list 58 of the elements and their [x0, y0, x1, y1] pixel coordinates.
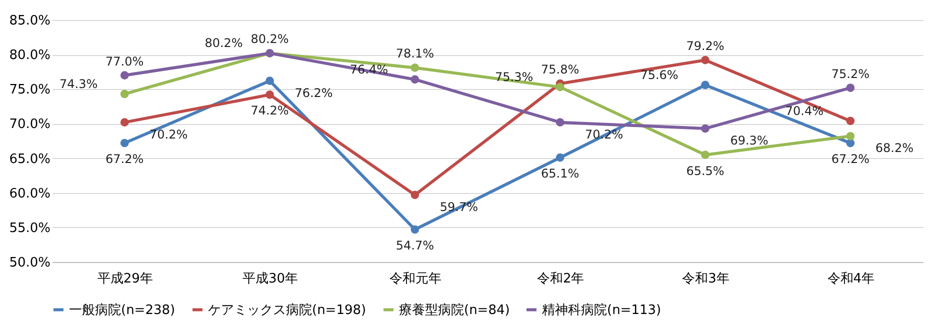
- data-label: 80.2%: [204, 36, 243, 50]
- data-label: 79.2%: [686, 39, 724, 54]
- data-label: 80.2%: [250, 32, 289, 46]
- y-tick-label: 65.0%: [9, 152, 50, 167]
- point: [410, 75, 420, 84]
- y-tick-label: 75.0%: [9, 82, 50, 98]
- data-label: 75.8%: [541, 62, 580, 77]
- point: [701, 56, 710, 64]
- point: [410, 64, 420, 72]
- data-label: 75.2%: [831, 66, 870, 81]
- point: [266, 90, 274, 99]
- y-tick-label: 50.0%: [9, 256, 50, 270]
- y-tick-label: 60.0%: [9, 186, 50, 202]
- data-label: 74.3%: [60, 76, 98, 91]
- x-tick-label: 令和4年: [827, 272, 875, 286]
- data-label: 74.2%: [250, 104, 289, 118]
- x-tick-label: 平成29年: [97, 272, 153, 286]
- point: [120, 118, 129, 127]
- data-label: 69.3%: [730, 134, 768, 148]
- data-label: 76.2%: [294, 86, 333, 100]
- point: [120, 90, 129, 98]
- data-label: 54.7%: [396, 238, 434, 253]
- point: [701, 124, 710, 133]
- legend-label: 精神科病院(n=113): [542, 302, 662, 318]
- point: [120, 71, 129, 80]
- data-label: 70.2%: [150, 127, 188, 142]
- point: [120, 138, 129, 148]
- legend-label: 一般病院(n=238): [69, 302, 176, 318]
- point: [410, 190, 420, 200]
- y-tick-label: 55.0%: [9, 220, 50, 236]
- point: [556, 118, 564, 127]
- point: [556, 82, 564, 92]
- point: [846, 132, 855, 140]
- x-tick-label: 令和3年: [682, 272, 730, 286]
- legend-label: ケアミックス病院(n=198): [208, 302, 366, 318]
- point: [846, 116, 855, 126]
- point: [410, 225, 420, 234]
- point: [266, 76, 274, 86]
- data-label: 78.1%: [396, 46, 434, 61]
- point: [701, 80, 710, 90]
- point: [701, 150, 710, 160]
- data-label: 68.2%: [875, 141, 914, 156]
- data-label: 65.5%: [686, 164, 724, 178]
- data-label: 70.4%: [785, 104, 824, 118]
- point: [846, 84, 855, 92]
- y-tick-label: 85.0%: [9, 14, 50, 28]
- data-label: 77.0%: [106, 54, 144, 68]
- y-tick-label: 80.0%: [9, 48, 50, 64]
- x-tick-label: 令和2年: [536, 272, 584, 286]
- x-tick-label: 令和元年: [389, 272, 442, 286]
- data-label: 67.2%: [831, 152, 870, 166]
- y-tick-label: 70.0%: [9, 117, 50, 132]
- point: [556, 153, 564, 162]
- data-label: 65.1%: [541, 166, 580, 181]
- x-tick-label: 平成30年: [242, 272, 298, 286]
- data-label: 75.6%: [640, 68, 678, 82]
- legend-label: 療養型病院(n=84): [399, 302, 510, 318]
- data-label: 67.2%: [106, 152, 144, 166]
